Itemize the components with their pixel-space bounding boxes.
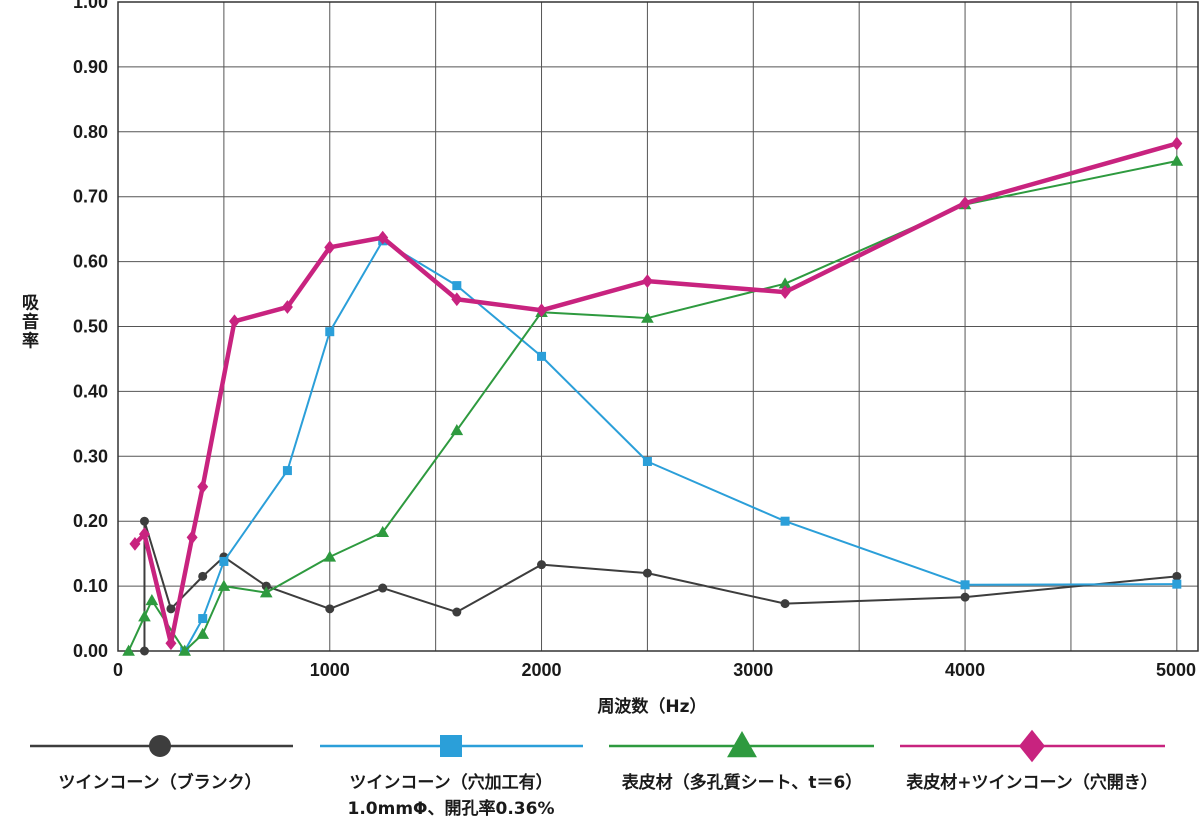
data-point bbox=[959, 196, 971, 211]
data-point bbox=[138, 610, 151, 622]
data-point bbox=[259, 586, 273, 598]
data-point bbox=[779, 285, 791, 299]
series-4 bbox=[129, 136, 1183, 651]
data-point bbox=[778, 277, 792, 289]
series-1 bbox=[139, 516, 1182, 656]
legend-label: ツインコーン（穴加工有） bbox=[349, 772, 552, 793]
data-point bbox=[451, 292, 463, 307]
data-point bbox=[450, 424, 464, 436]
data-point bbox=[197, 479, 209, 494]
data-point bbox=[282, 466, 292, 476]
legend-marker bbox=[727, 731, 757, 758]
x-tick-label: 2000 bbox=[522, 660, 562, 680]
data-point bbox=[325, 327, 335, 337]
series-line bbox=[127, 160, 1178, 652]
x-tick-label: 4000 bbox=[945, 660, 985, 680]
series-2 bbox=[180, 236, 1182, 656]
legend-label: 表皮材（多孔質シート、t＝6） bbox=[622, 772, 863, 793]
series-line bbox=[183, 239, 1177, 652]
y-tick-label: 0.60 bbox=[73, 252, 108, 272]
y-tick-label: 0.50 bbox=[73, 317, 108, 337]
legend-label: ツインコーン（ブランク） bbox=[58, 772, 261, 793]
legend-label: 表皮材+ツインコーン（穴開き） bbox=[906, 772, 1157, 793]
y-tick-label: 1.00 bbox=[73, 0, 108, 12]
x-tick-label: 3000 bbox=[733, 660, 773, 680]
data-point bbox=[139, 646, 149, 656]
data-point bbox=[1172, 579, 1182, 589]
x-tick-label: 0 bbox=[113, 660, 123, 680]
data-point bbox=[217, 579, 231, 591]
x-tick-label: 5000 bbox=[1156, 660, 1196, 680]
legend-label-line2: 1.0mmΦ、開孔率0.36% bbox=[348, 798, 555, 819]
legend-marker bbox=[149, 735, 171, 757]
data-point bbox=[377, 230, 389, 245]
data-point bbox=[960, 580, 970, 590]
data-point bbox=[378, 583, 388, 593]
data-point bbox=[138, 527, 150, 542]
legend-marker bbox=[440, 735, 462, 757]
data-point bbox=[178, 644, 192, 656]
data-point bbox=[323, 550, 337, 562]
data-point bbox=[376, 525, 390, 537]
data-point bbox=[536, 303, 548, 318]
data-point bbox=[1171, 136, 1183, 151]
y-axis-ticks: 0.00 0.10 0.20 0.30 0.40 0.50 0.60 0.70 0.80 0.90… bbox=[73, 0, 108, 661]
x-axis-ticks: 0 1000 2000 3000 4000 5000 bbox=[113, 660, 1196, 680]
series-3 bbox=[122, 154, 1184, 656]
legend-item-1: ツインコーン（ブランク） bbox=[30, 735, 293, 793]
y-tick-label: 0.80 bbox=[73, 122, 108, 142]
data-point bbox=[196, 627, 210, 639]
data-point bbox=[186, 530, 198, 545]
data-point bbox=[452, 281, 462, 291]
data-point bbox=[122, 644, 135, 656]
data-point bbox=[139, 516, 149, 526]
series-line bbox=[133, 141, 1178, 646]
y-tick-label: 0.40 bbox=[73, 381, 108, 401]
data-point bbox=[228, 314, 240, 329]
series-layer bbox=[122, 136, 1184, 656]
legend-item-4: 表皮材+ツインコーン（穴開き） bbox=[900, 729, 1165, 793]
data-point bbox=[325, 604, 335, 614]
data-point bbox=[1172, 571, 1182, 581]
legend-marker bbox=[1019, 729, 1045, 763]
legend-item-3: 表皮材（多孔質シート、t＝6） bbox=[609, 731, 874, 793]
data-point bbox=[281, 300, 293, 314]
y-tick-label: 0.10 bbox=[73, 576, 108, 596]
grid bbox=[117, 1, 1199, 652]
data-point bbox=[641, 311, 654, 323]
data-point bbox=[261, 581, 271, 591]
y-tick-label: 0.20 bbox=[73, 511, 108, 531]
data-point bbox=[324, 240, 336, 255]
data-point bbox=[960, 592, 970, 602]
x-tick-label: 1000 bbox=[310, 660, 350, 680]
data-point bbox=[1170, 154, 1184, 166]
data-point bbox=[641, 274, 653, 288]
data-point bbox=[537, 560, 547, 570]
y-tick-label: 0.30 bbox=[73, 446, 108, 466]
data-point bbox=[452, 607, 462, 617]
data-point bbox=[145, 594, 159, 606]
y-axis-label: 吸音率 bbox=[18, 294, 39, 351]
series-line bbox=[143, 520, 1177, 651]
data-point bbox=[219, 556, 229, 566]
data-point bbox=[129, 537, 141, 551]
data-point bbox=[642, 456, 652, 466]
data-point bbox=[166, 604, 176, 614]
plot-frame bbox=[117, 1, 1199, 652]
legend: ツインコーン（ブランク） ツインコーン（穴加工有） 1.0mmΦ、開孔率0.36% 表… bbox=[30, 729, 1165, 819]
data-point bbox=[537, 351, 547, 361]
data-point bbox=[198, 571, 208, 581]
data-point bbox=[198, 614, 208, 624]
y-tick-label: 0.00 bbox=[73, 641, 108, 661]
x-axis-label: 周波数（Hz） bbox=[597, 696, 706, 717]
data-point bbox=[165, 636, 177, 651]
data-point bbox=[780, 516, 790, 526]
y-tick-label: 0.90 bbox=[73, 57, 108, 77]
data-point bbox=[642, 568, 652, 578]
data-point bbox=[780, 599, 790, 609]
legend-item-2: ツインコーン（穴加工有） 1.0mmΦ、開孔率0.36% bbox=[320, 735, 583, 819]
y-tick-label: 0.70 bbox=[73, 187, 108, 207]
